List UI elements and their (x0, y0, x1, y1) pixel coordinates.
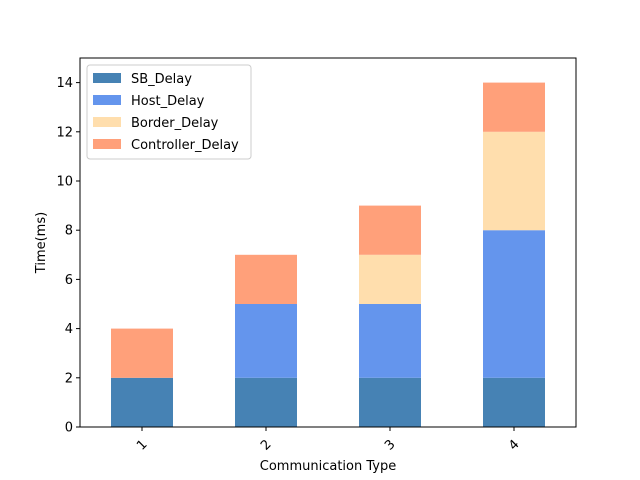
y-tick-label: 0 (65, 421, 73, 436)
bar-border-delay-3 (359, 254, 421, 304)
bar-border-delay-4 (483, 131, 545, 231)
legend-label: SB_Delay (131, 72, 192, 87)
legend-swatch (93, 95, 121, 105)
bars-layer (111, 82, 545, 427)
legend-label: Border_Delay (131, 116, 219, 131)
bar-controller-delay-2 (235, 254, 297, 304)
legend: SB_Delay Host_Delay Border_Delay Controller… (86, 64, 252, 160)
bar-controller-delay-4 (483, 82, 545, 132)
plot-frame (79, 57, 577, 428)
y-tick-label: 8 (65, 224, 73, 239)
y-axis: 0 2 4 6 8 10 12 14 (56, 76, 80, 436)
y-tick-label: 14 (56, 76, 73, 91)
y-tick-label: 2 (65, 371, 73, 386)
legend-swatch (93, 117, 121, 127)
y-tick-label: 10 (56, 175, 73, 190)
legend-swatch (93, 73, 121, 83)
bar-controller-delay-1 (111, 328, 173, 378)
x-axis-label: Communication Type (260, 459, 396, 474)
bar-sb-delay-1 (111, 377, 173, 427)
legend-box (86, 64, 252, 160)
y-tick-label: 12 (56, 125, 73, 140)
y-tick-label: 6 (65, 273, 73, 288)
y-axis-label: Time(ms) (34, 212, 49, 274)
bar-host-delay-2 (235, 304, 297, 378)
y-tick-label: 4 (65, 322, 73, 337)
legend-swatch (93, 139, 121, 149)
legend-label: Controller_Delay (131, 138, 239, 153)
bar-controller-delay-3 (359, 205, 421, 255)
bar-sb-delay-2 (235, 377, 297, 427)
legend-label: Host_Delay (131, 94, 205, 109)
bar-sb-delay-3 (359, 377, 421, 427)
bar-host-delay-4 (483, 230, 545, 378)
bar-sb-delay-4 (483, 377, 545, 427)
bar-host-delay-3 (359, 304, 421, 378)
